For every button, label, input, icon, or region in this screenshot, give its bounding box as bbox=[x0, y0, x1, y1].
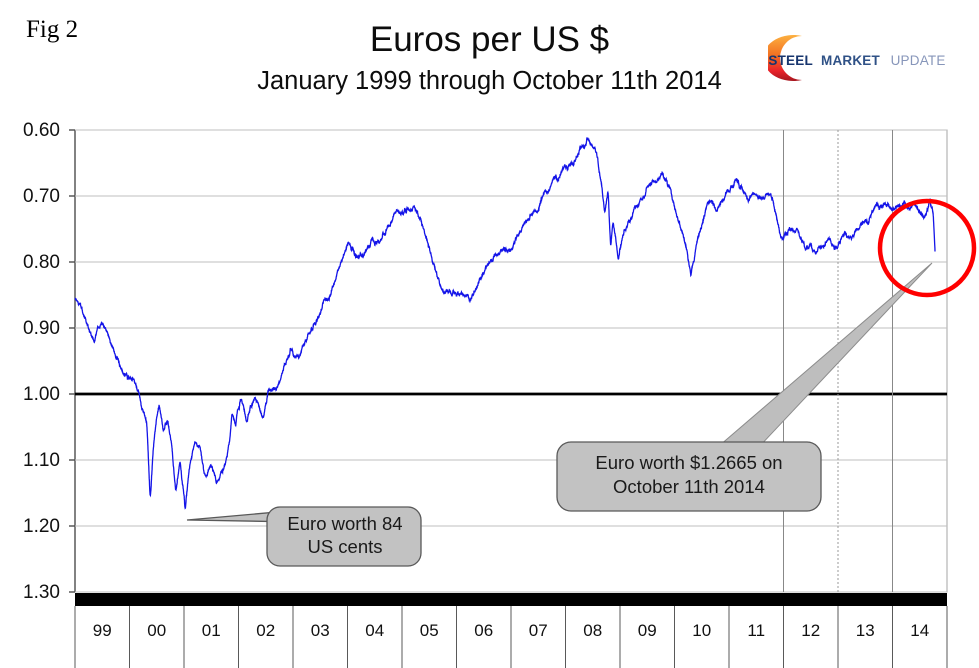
svg-text:Euro worth $1.2665 on: Euro worth $1.2665 on bbox=[595, 452, 782, 473]
svg-text:October 11th 2014: October 11th 2014 bbox=[613, 476, 765, 497]
svg-text:Euro worth 84: Euro worth 84 bbox=[287, 513, 402, 534]
svg-text:US cents: US cents bbox=[307, 536, 382, 557]
